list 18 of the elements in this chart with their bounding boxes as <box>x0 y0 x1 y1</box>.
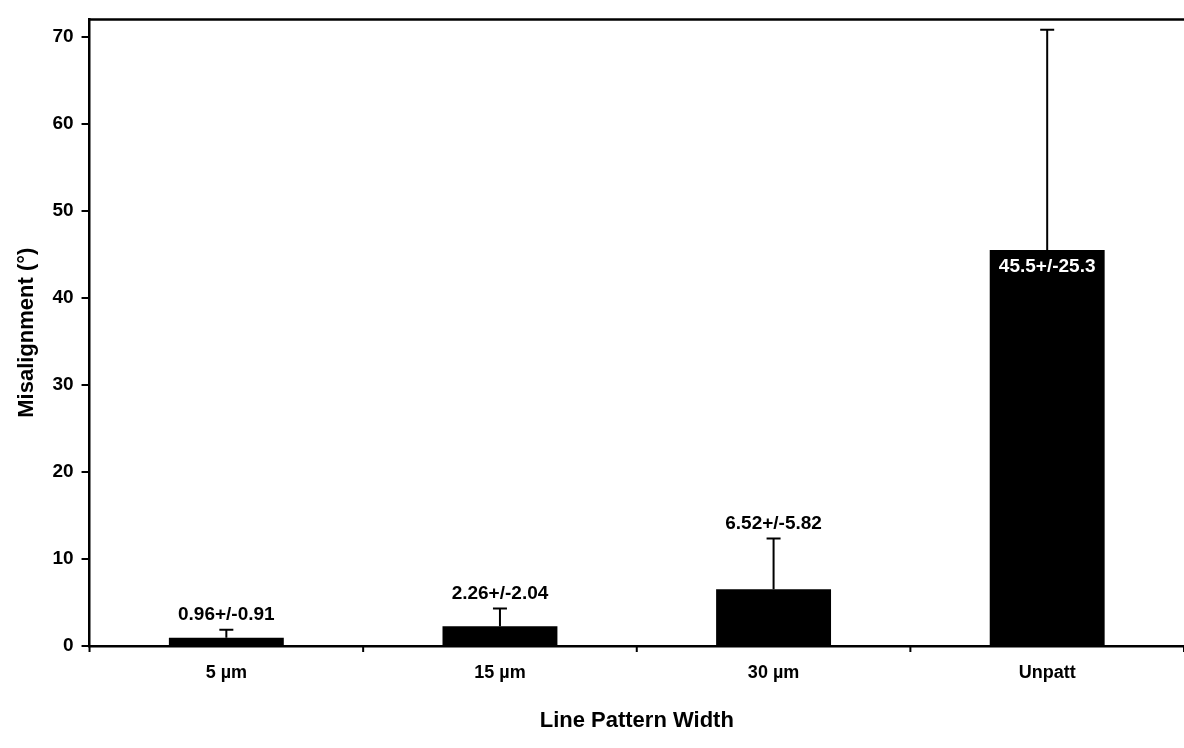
y-tick-label: 20 <box>52 460 74 482</box>
y-tick-label: 60 <box>52 112 74 134</box>
x-tick-label: 15 µm <box>474 661 526 682</box>
x-tick-label: 30 µm <box>747 661 800 682</box>
data-label: 6.52+/-5.82 <box>725 512 822 534</box>
y-tick-label: 30 <box>52 373 74 395</box>
data-label: 45.5+/-25.3 <box>998 254 1096 276</box>
x-tick-label: 5 µm <box>205 661 248 682</box>
x-tick-label: Unpatt <box>1018 661 1076 682</box>
data-label: 2.26+/-2.04 <box>451 582 549 604</box>
data-label: 0.96+/-0.91 <box>178 603 276 625</box>
y-tick-label: 40 <box>52 286 74 308</box>
y-axis-title: Misalignment (°) <box>13 247 39 418</box>
y-tick-label: 70 <box>52 25 74 47</box>
y-tick-label: 0 <box>62 634 74 656</box>
y-tick-label: 50 <box>52 199 74 221</box>
x-axis-title: Line Pattern Width <box>539 706 734 732</box>
y-tick-label: 10 <box>52 547 74 569</box>
